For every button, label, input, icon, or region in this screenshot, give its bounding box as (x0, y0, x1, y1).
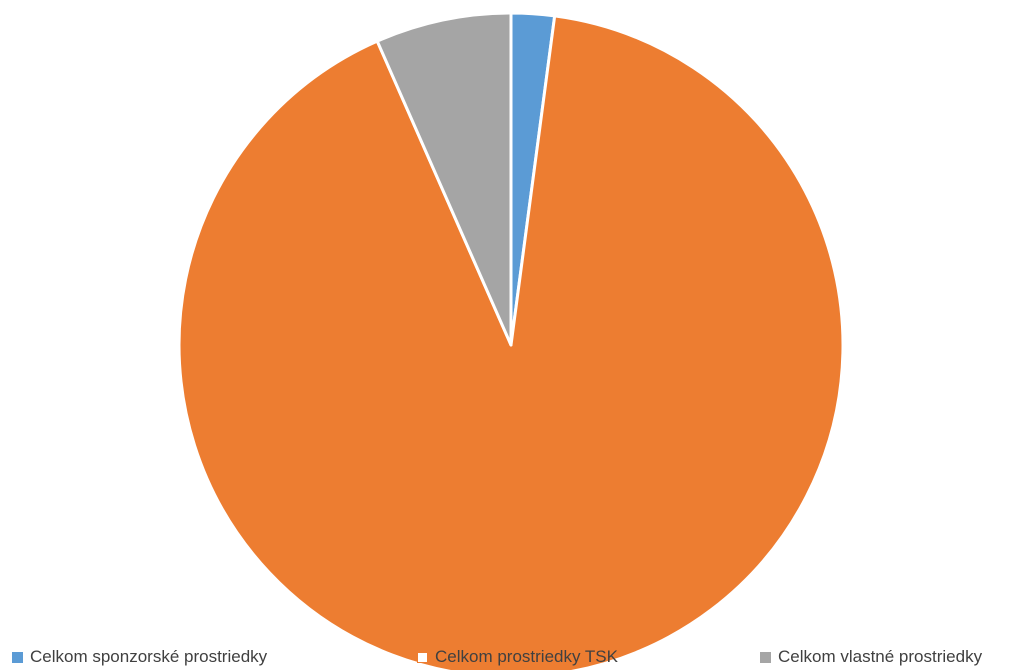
legend-swatch-tsk (417, 651, 428, 663)
pie-slices (177, 11, 845, 670)
legend-label-sponzorske: Celkom sponzorské prostriedky (30, 647, 268, 666)
pie-slice-vlastne[interactable] (375, 11, 513, 347)
legend-item-tsk[interactable]: Celkom prostriedky TSK (417, 647, 618, 667)
legend-swatch-sponzorske (12, 651, 23, 663)
chart-legend: Celkom sponzorské prostriedky Celkom pro… (0, 645, 1031, 670)
pie-slice-tsk[interactable] (177, 14, 845, 670)
legend-item-sponzorske[interactable]: Celkom sponzorské prostriedky (12, 647, 267, 667)
legend-item-vlastne[interactable]: Celkom vlastné prostriedky (760, 647, 982, 667)
legend-label-vlastne: Celkom vlastné prostriedky (778, 647, 983, 666)
legend-swatch-vlastne (760, 651, 771, 663)
legend-label-tsk: Celkom prostriedky TSK (435, 647, 618, 666)
